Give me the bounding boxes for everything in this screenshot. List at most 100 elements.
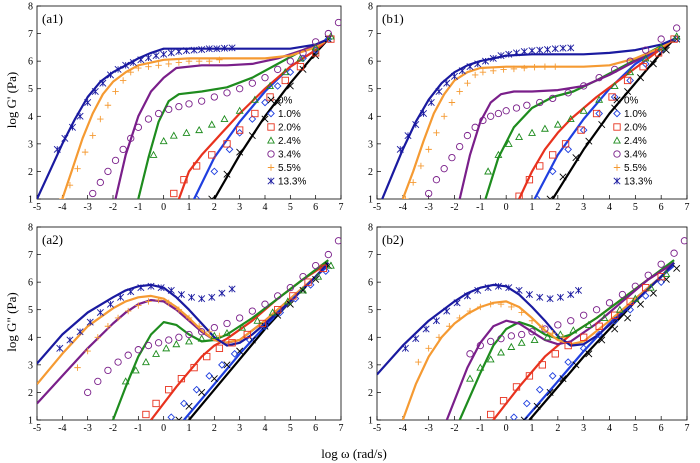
data-point-24	[182, 128, 191, 136]
data-point-24	[579, 106, 588, 114]
y-tick-label: 2	[28, 167, 33, 178]
x-tick-label: 7	[339, 202, 344, 213]
x-tick-label: 1	[530, 423, 535, 434]
data-point-34	[236, 85, 244, 93]
data-point-133	[567, 291, 575, 299]
data-point-24	[210, 331, 219, 339]
data-point-24	[250, 95, 259, 103]
data-point-1	[533, 195, 542, 199]
data-point-24	[553, 120, 562, 128]
plot-area	[377, 237, 687, 420]
y-tick-label: 3	[28, 139, 33, 150]
data-point-0	[559, 375, 567, 383]
data-point-133	[66, 336, 74, 344]
data-point-2	[608, 93, 616, 101]
data-point-34	[261, 74, 269, 82]
data-point-34	[84, 388, 92, 397]
fit-line-55	[61, 38, 329, 199]
data-point-24	[238, 323, 247, 331]
y-tick-label: 6	[28, 57, 33, 68]
data-point-0	[649, 60, 657, 68]
x-tick-label: -2	[450, 423, 458, 434]
data-point-1	[167, 413, 176, 420]
fit-line-34	[445, 261, 675, 420]
data-point-55	[487, 301, 494, 308]
x-tick-label: -1	[134, 202, 142, 213]
data-point-24	[626, 68, 635, 76]
x-tick-label: -2	[450, 202, 458, 213]
data-point-2	[577, 126, 585, 134]
data-point-1	[510, 413, 518, 420]
data-point-55	[479, 68, 487, 76]
data-point-55	[155, 296, 162, 304]
data-point-24	[223, 329, 231, 337]
data-point-2	[243, 330, 251, 339]
data-point-2	[142, 410, 150, 419]
data-point-0	[636, 74, 645, 82]
data-point-34	[432, 176, 441, 184]
data-point-24	[311, 43, 320, 51]
data-point-34	[223, 319, 231, 328]
data-point-1	[522, 399, 531, 408]
fit-line-1	[183, 264, 330, 420]
x-tick-label: 7	[685, 423, 690, 434]
plot-frame	[36, 226, 342, 421]
x-tick-label: 5	[633, 202, 638, 213]
x-tick-label: 2	[555, 202, 560, 213]
data-point-2	[525, 176, 534, 184]
data-point-133	[435, 87, 443, 95]
x-tick-label: 0	[504, 423, 509, 434]
data-point-133	[489, 54, 497, 62]
data-point-133	[84, 98, 92, 107]
panels-group: -5 -4 -3 -2 -1 0 1 2 3 4 5 6 7 1 2 3 4 5 6 7 8 (a1) 0% 1.0% 2.0%…	[28, 2, 690, 435]
data-point-2	[180, 176, 188, 184]
data-point-133	[450, 72, 459, 80]
data-point-34	[673, 24, 681, 32]
data-point-133	[536, 46, 544, 54]
data-point-55	[497, 301, 505, 308]
data-point-55	[145, 63, 152, 70]
data-point-34	[549, 94, 557, 103]
y-tick-label: 4	[28, 112, 33, 123]
data-point-2	[561, 140, 570, 148]
data-point-24	[584, 320, 593, 328]
data-point-24	[530, 335, 539, 344]
data-point-1	[564, 145, 573, 154]
data-point-24	[615, 305, 624, 313]
data-point-1	[657, 278, 666, 286]
data-point-1	[218, 361, 226, 369]
data-point-55	[528, 317, 536, 324]
data-point-55	[415, 358, 422, 366]
data-point-133	[412, 121, 420, 129]
data-point-24	[220, 114, 229, 123]
x-tick-label: 1	[187, 423, 192, 434]
data-point-2	[623, 76, 632, 85]
data-point-2	[536, 162, 544, 170]
data-point-133	[160, 50, 168, 58]
data-point-2	[251, 109, 259, 118]
data-point-133	[127, 288, 135, 296]
legend-marker-133	[267, 177, 275, 185]
data-point-133	[106, 300, 114, 308]
data-point-133	[515, 286, 523, 294]
data-point-24	[162, 344, 171, 352]
data-point-24	[314, 272, 323, 280]
data-point-34	[175, 102, 183, 111]
y-tick-label: 1	[28, 195, 33, 206]
data-point-133	[137, 284, 145, 292]
data-point-133	[443, 307, 451, 315]
legend-label-133: 13.3%	[278, 177, 306, 188]
data-point-34	[512, 104, 521, 112]
data-point-34	[175, 333, 183, 341]
y-tick-label: 5	[368, 305, 373, 316]
data-point-55	[104, 323, 112, 330]
data-point-0	[261, 115, 269, 123]
panel-b2: -5 -4 -3 -2 -1 0 1 2 3 4 5 6 7 1 2 3 4 5 6 7 8 (b2)	[368, 223, 690, 435]
data-point-133	[114, 65, 122, 73]
plot-area	[381, 24, 681, 199]
data-point-34	[567, 317, 575, 325]
legend-label-0: 0%	[278, 96, 293, 107]
x-tick-label: -5	[373, 423, 381, 434]
data-point-34	[248, 307, 256, 315]
